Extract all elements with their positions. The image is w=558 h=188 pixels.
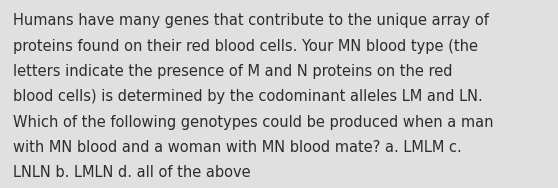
Text: Which of the following genotypes could be produced when a man: Which of the following genotypes could b… (13, 115, 493, 130)
Text: letters indicate the presence of M and N proteins on the red: letters indicate the presence of M and N… (13, 64, 453, 79)
Text: blood cells) is determined by the codominant alleles LM and LN.: blood cells) is determined by the codomi… (13, 89, 483, 104)
Text: proteins found on their red blood cells. Your MN blood type (the: proteins found on their red blood cells.… (13, 39, 478, 54)
Text: with MN blood and a woman with MN blood mate? a. LMLM c.: with MN blood and a woman with MN blood … (13, 140, 462, 155)
Text: Humans have many genes that contribute to the unique array of: Humans have many genes that contribute t… (13, 13, 489, 28)
Text: LNLN b. LMLN d. all of the above: LNLN b. LMLN d. all of the above (13, 165, 251, 180)
